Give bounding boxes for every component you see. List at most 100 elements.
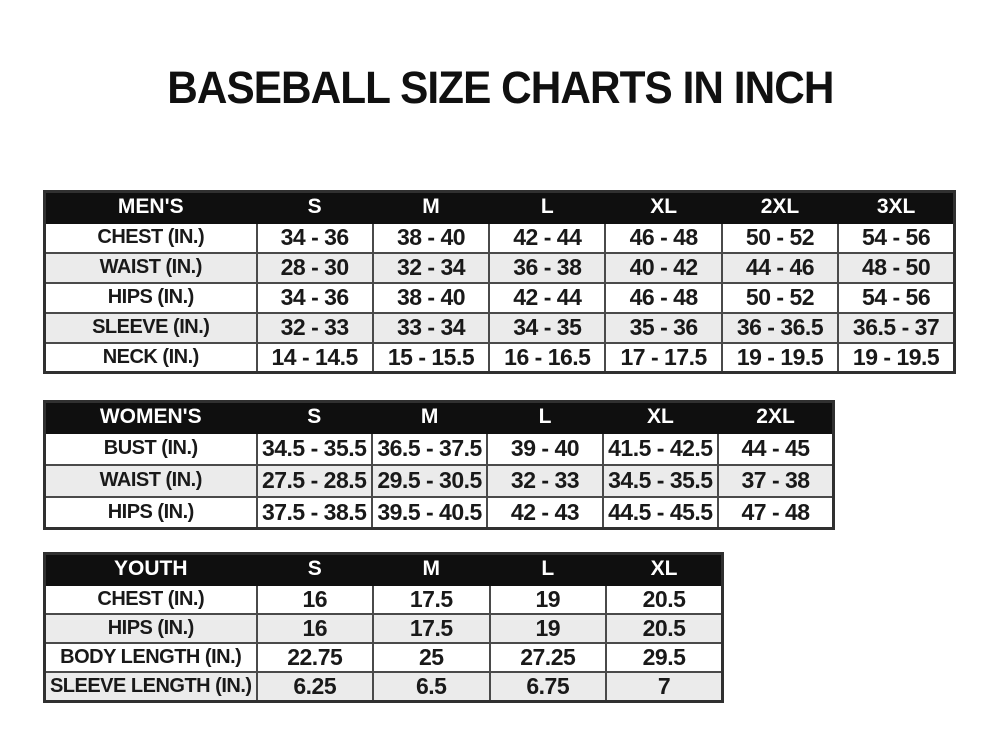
size-value-cell: 39.5 - 40.5 bbox=[370, 495, 489, 530]
size-value-cell: 35 - 36 bbox=[604, 311, 723, 344]
size-value-cell: 37 - 38 bbox=[717, 463, 835, 498]
size-column-header: S bbox=[255, 400, 373, 434]
size-value-cell: 42 - 44 bbox=[488, 221, 607, 254]
size-value-cell: 34.5 - 35.5 bbox=[255, 431, 373, 466]
table-row: WAIST (IN.) 28 - 30 32 - 34 36 - 38 40 - 42 4… bbox=[43, 251, 956, 284]
size-value-cell: 17.5 bbox=[372, 583, 491, 615]
table-row: HIPS (IN.) 37.5 - 38.5 39.5 - 40.5 42 - 43 4… bbox=[43, 495, 835, 530]
size-value-cell: 7 bbox=[605, 670, 724, 702]
size-value-cell: 29.5 - 30.5 bbox=[370, 463, 489, 498]
size-value-cell: 44 - 45 bbox=[717, 431, 835, 466]
size-value-cell: 54 - 56 bbox=[837, 281, 956, 314]
table-header-row: WOMEN'S S M L XL 2XL bbox=[43, 400, 835, 434]
size-value-cell: 42 - 44 bbox=[488, 281, 607, 314]
measurement-label-cell: SLEEVE (IN.) bbox=[43, 311, 258, 344]
measurement-label-cell: CHEST (IN.) bbox=[43, 221, 258, 254]
measurement-label-cell: HIPS (IN.) bbox=[43, 495, 258, 530]
size-value-cell: 44 - 46 bbox=[720, 251, 840, 284]
size-value-cell: 19 bbox=[488, 583, 607, 615]
size-value-cell: 46 - 48 bbox=[604, 281, 723, 314]
size-column-header: L bbox=[488, 552, 607, 586]
size-value-cell: 34 - 36 bbox=[255, 281, 374, 314]
size-value-cell: 19 - 19.5 bbox=[720, 341, 840, 374]
measurement-label-cell: SLEEVE LENGTH (IN.) bbox=[43, 670, 258, 702]
size-value-cell: 29.5 bbox=[605, 641, 724, 673]
size-column-header: S bbox=[255, 190, 374, 224]
size-value-cell: 33 - 34 bbox=[371, 311, 491, 344]
size-value-cell: 27.5 - 28.5 bbox=[255, 463, 373, 498]
size-value-cell: 37.5 - 38.5 bbox=[255, 495, 373, 530]
size-column-header: XL bbox=[601, 400, 720, 434]
table-row: WAIST (IN.) 27.5 - 28.5 29.5 - 30.5 32 - 33… bbox=[43, 463, 835, 498]
size-value-cell: 19 - 19.5 bbox=[837, 341, 956, 374]
size-value-cell: 36.5 - 37 bbox=[837, 311, 956, 344]
size-value-cell: 36 - 38 bbox=[488, 251, 607, 284]
size-column-header: L bbox=[486, 400, 604, 434]
size-value-cell: 28 - 30 bbox=[255, 251, 374, 284]
size-value-cell: 32 - 33 bbox=[255, 311, 374, 344]
size-value-cell: 15 - 15.5 bbox=[371, 341, 491, 374]
size-value-cell: 6.75 bbox=[488, 670, 607, 702]
size-value-cell: 41.5 - 42.5 bbox=[601, 431, 720, 466]
size-value-cell: 32 - 34 bbox=[371, 251, 491, 284]
size-column-header: 2XL bbox=[717, 400, 835, 434]
size-value-cell: 39 - 40 bbox=[486, 431, 604, 466]
size-column-header: L bbox=[488, 190, 607, 224]
table-row: NECK (IN.) 14 - 14.5 15 - 15.5 16 - 16.5 17 … bbox=[43, 341, 956, 374]
size-column-header: XL bbox=[604, 190, 723, 224]
size-value-cell: 34 - 35 bbox=[488, 311, 607, 344]
size-value-cell: 17.5 bbox=[372, 612, 491, 644]
size-value-cell: 32 - 33 bbox=[486, 463, 604, 498]
size-column-header: M bbox=[371, 190, 491, 224]
measurement-label-cell: WAIST (IN.) bbox=[43, 251, 258, 284]
measurement-label-cell: BUST (IN.) bbox=[43, 431, 258, 466]
size-value-cell: 47 - 48 bbox=[717, 495, 835, 530]
womens-group-header: WOMEN'S bbox=[43, 400, 258, 434]
table-row: SLEEVE LENGTH (IN.) 6.25 6.5 6.75 7 bbox=[43, 670, 724, 702]
size-value-cell: 34.5 - 35.5 bbox=[601, 463, 720, 498]
table-row: SLEEVE (IN.) 32 - 33 33 - 34 34 - 35 35 - 36… bbox=[43, 311, 956, 344]
size-value-cell: 19 bbox=[488, 612, 607, 644]
measurement-label-cell: HIPS (IN.) bbox=[43, 612, 258, 644]
size-value-cell: 16 bbox=[255, 612, 374, 644]
measurement-label-cell: HIPS (IN.) bbox=[43, 281, 258, 314]
size-value-cell: 50 - 52 bbox=[720, 281, 840, 314]
size-value-cell: 46 - 48 bbox=[604, 221, 723, 254]
size-value-cell: 16 bbox=[255, 583, 374, 615]
mens-group-header: MEN'S bbox=[43, 190, 258, 224]
size-value-cell: 6.25 bbox=[255, 670, 374, 702]
size-column-header: M bbox=[370, 400, 489, 434]
table-row: HIPS (IN.) 16 17.5 19 20.5 bbox=[43, 612, 724, 644]
size-value-cell: 42 - 43 bbox=[486, 495, 604, 530]
table-row: HIPS (IN.) 34 - 36 38 - 40 42 - 44 46 - 48 50… bbox=[43, 281, 956, 314]
size-value-cell: 22.75 bbox=[255, 641, 374, 673]
measurement-label-cell: CHEST (IN.) bbox=[43, 583, 258, 615]
size-value-cell: 16 - 16.5 bbox=[488, 341, 607, 374]
size-value-cell: 48 - 50 bbox=[837, 251, 956, 284]
womens-size-table: WOMEN'S S M L XL 2XL BUST (IN.) 34.5 - 35.5 36.5… bbox=[43, 400, 835, 530]
size-value-cell: 14 - 14.5 bbox=[255, 341, 374, 374]
measurement-label-cell: NECK (IN.) bbox=[43, 341, 258, 374]
table-row: BODY LENGTH (IN.) 22.75 25 27.25 29.5 bbox=[43, 641, 724, 673]
size-value-cell: 54 - 56 bbox=[837, 221, 956, 254]
table-row: CHEST (IN.) 34 - 36 38 - 40 42 - 44 46 - 48 5… bbox=[43, 221, 956, 254]
size-column-header: 2XL bbox=[720, 190, 840, 224]
title-bar: BASEBALL SIZE CHARTS IN INCH bbox=[0, 62, 1000, 114]
measurement-label-cell: WAIST (IN.) bbox=[43, 463, 258, 498]
size-value-cell: 27.25 bbox=[488, 641, 607, 673]
page-title: BASEBALL SIZE CHARTS IN INCH bbox=[166, 62, 834, 113]
size-value-cell: 17 - 17.5 bbox=[604, 341, 723, 374]
size-column-header: 3XL bbox=[837, 190, 956, 224]
size-value-cell: 36.5 - 37.5 bbox=[370, 431, 489, 466]
size-value-cell: 34 - 36 bbox=[255, 221, 374, 254]
table-header-row: MEN'S S M L XL 2XL 3XL bbox=[43, 190, 956, 224]
size-column-header: XL bbox=[605, 552, 724, 586]
size-value-cell: 20.5 bbox=[605, 612, 724, 644]
size-value-cell: 38 - 40 bbox=[371, 281, 491, 314]
size-value-cell: 25 bbox=[372, 641, 491, 673]
size-column-header: M bbox=[372, 552, 491, 586]
size-value-cell: 6.5 bbox=[372, 670, 491, 702]
size-value-cell: 38 - 40 bbox=[371, 221, 491, 254]
size-value-cell: 50 - 52 bbox=[720, 221, 840, 254]
